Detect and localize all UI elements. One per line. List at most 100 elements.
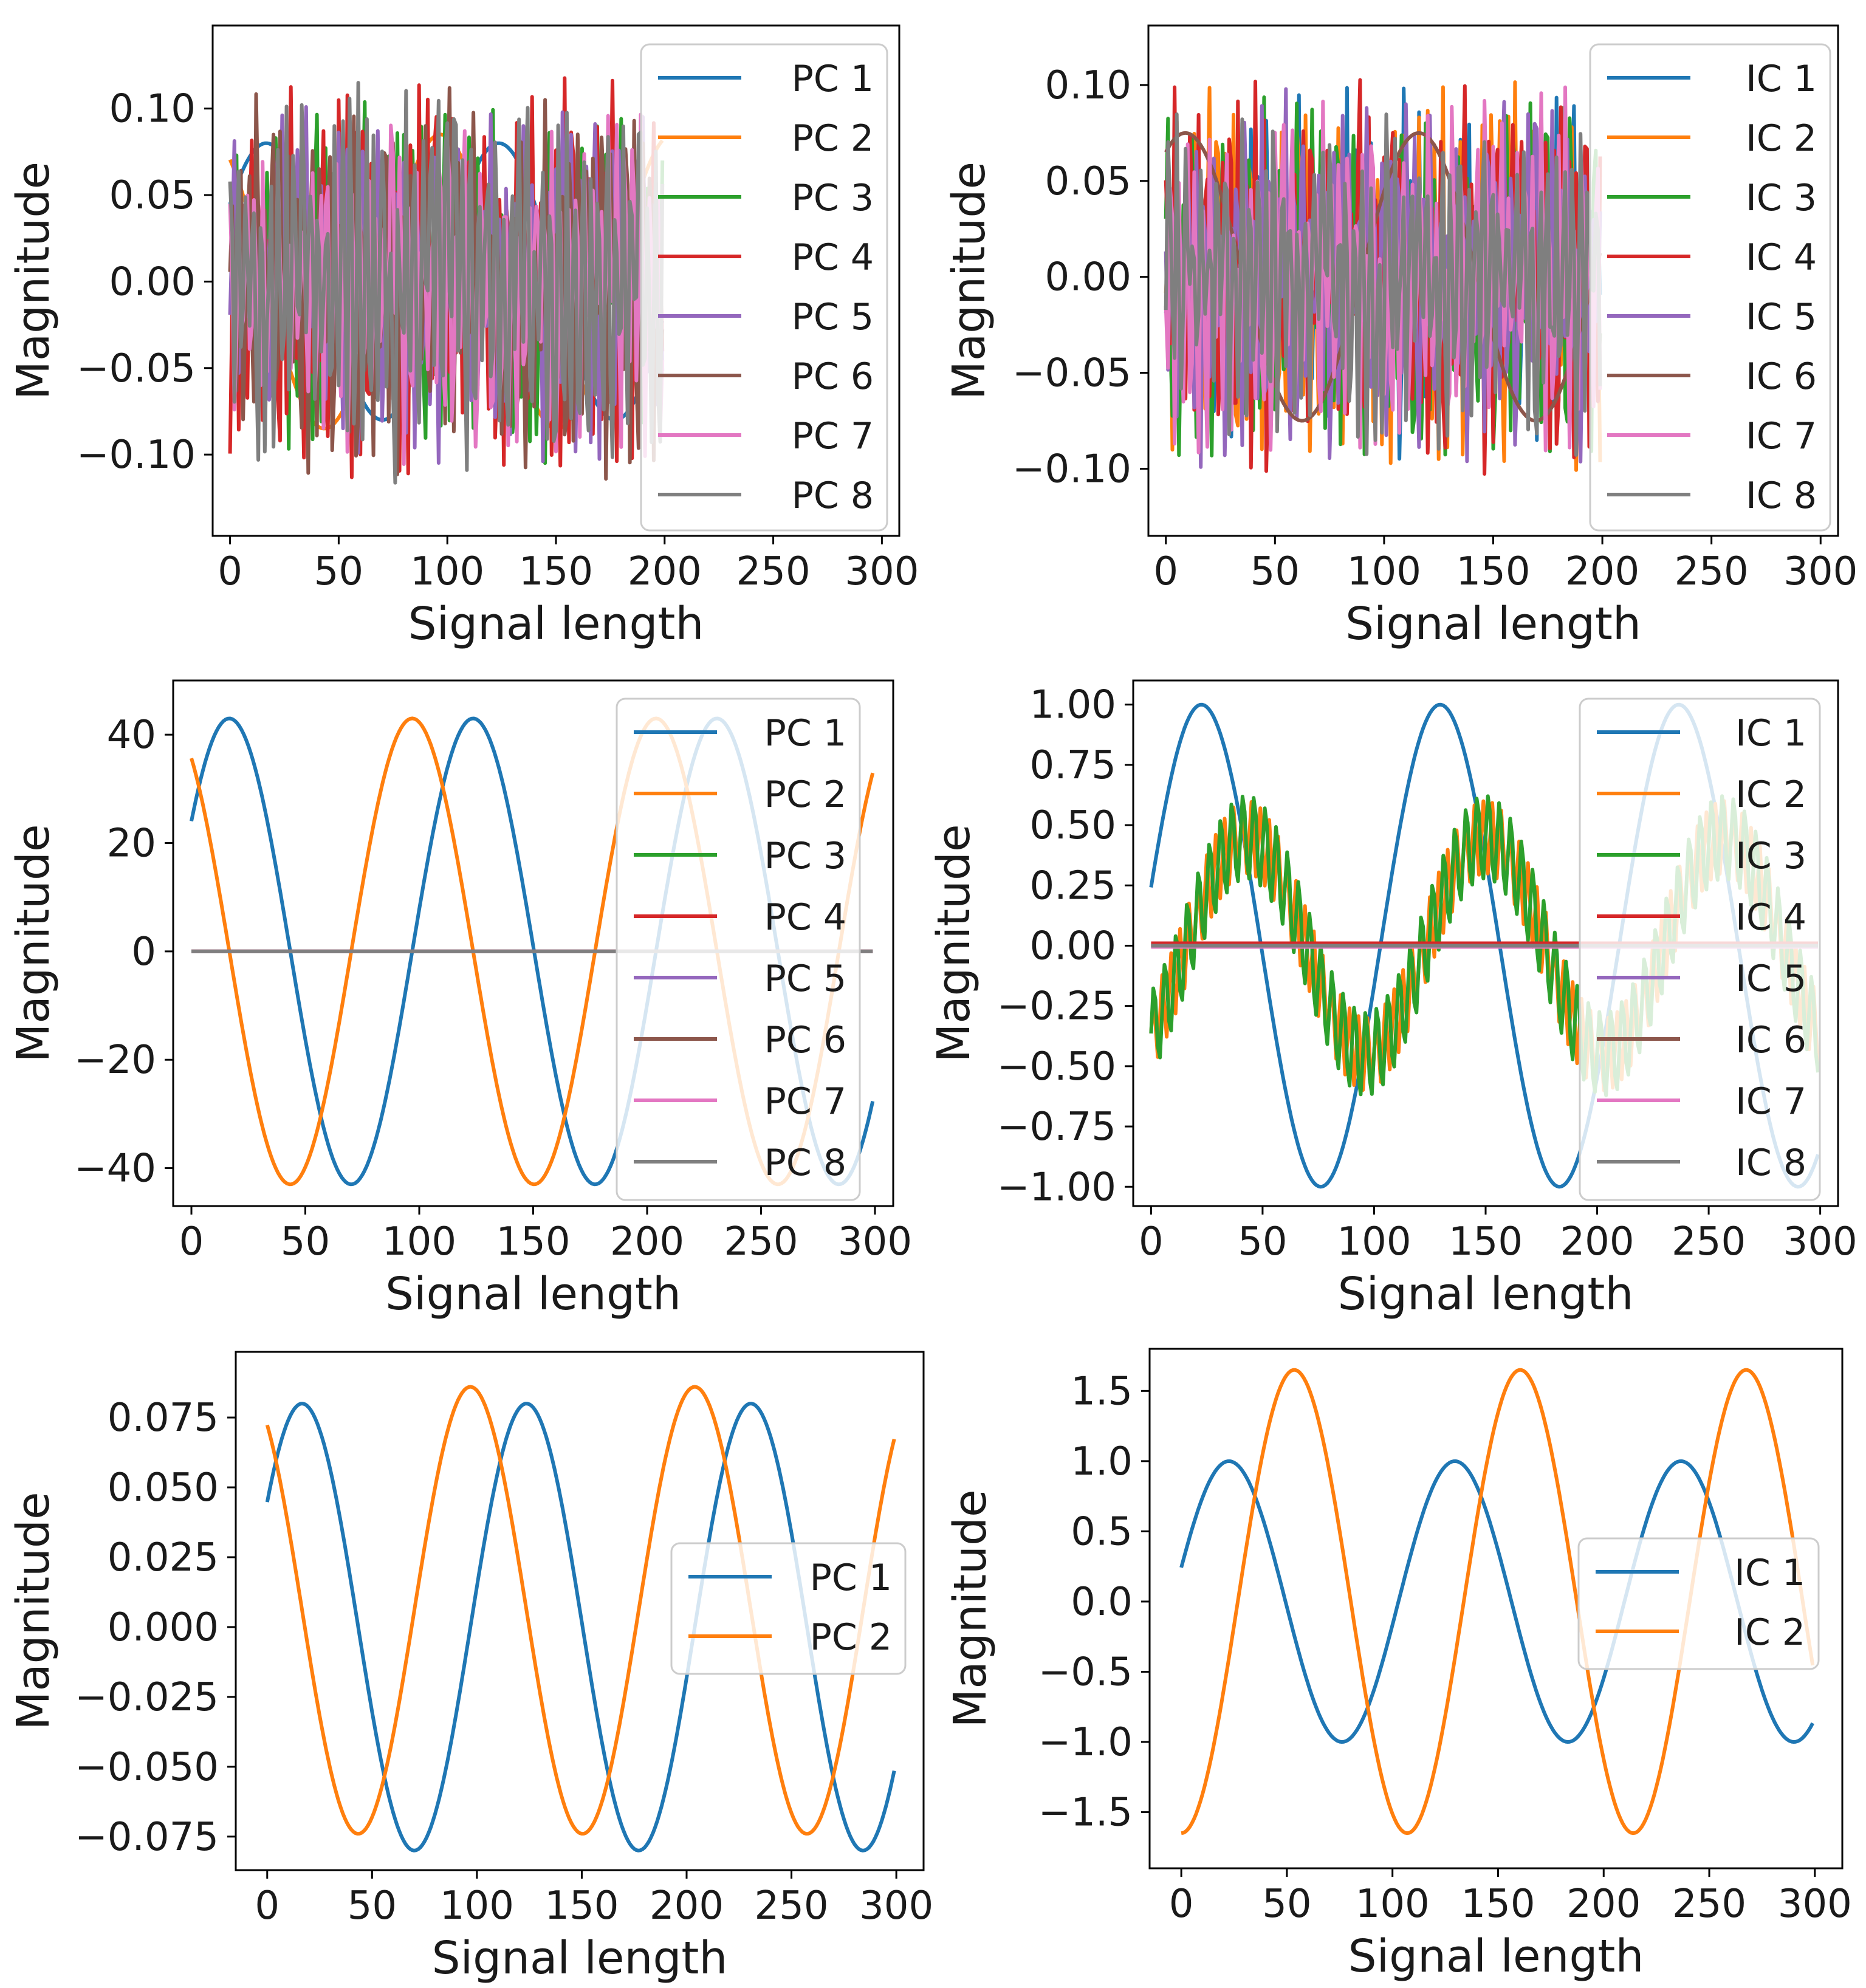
y-tick-label: −0.05	[1012, 351, 1131, 396]
y-tick-label: 0.025	[108, 1535, 219, 1580]
chart-panel-5: 0 50 100 150 200 250 300 −0.075 −0.050 −0.025 0.00…	[7, 1351, 933, 1984]
x-axis-label: Signal length	[1338, 1268, 1634, 1320]
legend-box	[640, 43, 888, 532]
legend-label: IC 4	[1735, 896, 1806, 939]
x-tick-label: 250	[1675, 549, 1749, 594]
y-tick-label: 0.050	[108, 1465, 219, 1510]
legend-label: IC 3	[1746, 177, 1817, 219]
legend: PC 1 PC 2 PC 3 PC 4 PC 5 PC 6 PC 7 PC 8	[640, 43, 888, 532]
chart-panel-4: 0 50 100 150 200 250 300 −1.00 −0.75 −0.50 −0.25 0.…	[928, 679, 1857, 1320]
x-tick-label: 0	[1153, 549, 1178, 594]
legend-label: IC 2	[1734, 1611, 1805, 1654]
legend-label: PC 2	[764, 773, 846, 816]
x-tick-label: 50	[1250, 549, 1300, 594]
x-tick-label: 100	[1337, 1219, 1411, 1264]
y-tick-label: 0.00	[1045, 255, 1132, 300]
y-tick-label: 0.25	[1030, 863, 1117, 908]
x-tick-label: 200	[650, 1883, 724, 1928]
legend-label: IC 1	[1735, 712, 1806, 755]
legend-box	[616, 698, 861, 1201]
y-tick-label: −0.50	[997, 1044, 1116, 1089]
x-tick-label: 0	[1139, 1219, 1164, 1264]
legend: IC 1 IC 2 IC 3 IC 4 IC 5 IC 6 IC 7 IC 8	[1579, 698, 1821, 1201]
x-tick-label: 150	[496, 1219, 570, 1264]
y-tick-label: −0.75	[997, 1105, 1116, 1150]
y-tick-label: −20	[74, 1038, 156, 1083]
legend-label: IC 7	[1746, 415, 1817, 458]
y-tick-label: 1.5	[1071, 1369, 1133, 1414]
y-tick-label: 0.000	[108, 1605, 219, 1650]
legend-label: IC 8	[1735, 1142, 1806, 1184]
x-tick-label: 0	[218, 549, 242, 594]
chart-panel-1: 0 50 100 150 200 250 300 −0.10 −0.05 0.00 0.05 0.10…	[7, 24, 919, 650]
y-tick-label: 0.10	[109, 87, 196, 132]
legend-label: PC 1	[792, 58, 874, 100]
x-axis-label: Signal length	[385, 1268, 681, 1320]
legend-label: PC 3	[792, 177, 874, 219]
y-tick-label: −0.050	[75, 1745, 219, 1790]
x-tick-label: 200	[1560, 1219, 1634, 1264]
series-group	[1179, 1368, 1815, 1835]
x-tick-label: 0	[1169, 1882, 1194, 1927]
legend-label: IC 3	[1735, 835, 1806, 877]
series-line-pc-1	[265, 1402, 896, 1853]
legend-label: PC 4	[792, 236, 874, 279]
x-tick-label: 100	[1347, 549, 1421, 594]
x-tick-label: 50	[348, 1883, 397, 1928]
series-line-ic-8	[1164, 112, 1602, 457]
legend-label: PC 6	[792, 355, 874, 398]
legend-label: PC 2	[792, 117, 874, 160]
x-tick-label: 50	[1262, 1882, 1311, 1927]
y-tick-label: 0.00	[1030, 924, 1117, 968]
y-tick-label: −1.00	[997, 1165, 1116, 1210]
y-tick-label: 0.05	[1045, 159, 1132, 204]
x-tick-label: 100	[440, 1883, 514, 1928]
y-tick-label: 0.075	[108, 1396, 219, 1441]
legend-label: IC 2	[1746, 117, 1817, 160]
legend-label: PC 1	[810, 1557, 892, 1599]
x-tick-label: 200	[610, 1219, 684, 1264]
legend-label: PC 2	[810, 1616, 892, 1659]
legend: IC 1 IC 2 IC 3 IC 4 IC 5 IC 6 IC 7 IC 8	[1589, 43, 1831, 532]
x-tick-label: 150	[1461, 1882, 1535, 1927]
y-tick-label: 0.0	[1071, 1580, 1133, 1625]
y-axis-label: Magnitude	[7, 824, 60, 1062]
x-axis-label: Signal length	[1345, 598, 1641, 650]
legend-label: IC 1	[1734, 1552, 1805, 1594]
x-tick-label: 300	[845, 549, 919, 594]
x-tick-label: 250	[1672, 1882, 1746, 1927]
x-axis-label: Signal length	[432, 1932, 728, 1984]
y-tick-label: −0.10	[1012, 447, 1131, 492]
y-tick-label: 0.5	[1071, 1509, 1133, 1554]
y-tick-label: −0.25	[997, 984, 1116, 1029]
x-tick-label: 200	[1566, 1882, 1641, 1927]
x-tick-label: 300	[838, 1219, 912, 1264]
y-tick-label: −0.075	[75, 1815, 219, 1860]
x-tick-label: 50	[281, 1219, 330, 1264]
legend-label: IC 6	[1746, 355, 1817, 398]
x-tick-label: 300	[1778, 1882, 1852, 1927]
chart-panel-2: 0 50 100 150 200 250 300 −0.10 −0.05 0.00 0.05 0.10…	[943, 24, 1857, 650]
y-tick-label: −40	[74, 1147, 156, 1191]
legend-label: PC 8	[792, 475, 874, 517]
series-line-pc-8	[228, 81, 665, 485]
axes-frame	[235, 1351, 925, 1871]
x-tick-label: 150	[544, 1883, 619, 1928]
legend-label: PC 3	[764, 835, 846, 877]
y-tick-label: 0	[131, 930, 156, 975]
x-tick-label: 100	[1356, 1882, 1430, 1927]
legend-label: IC 5	[1746, 296, 1817, 338]
legend: IC 1 IC 2	[1577, 1537, 1820, 1670]
axes-frame	[1148, 1348, 1844, 1870]
series-line-ic-2	[1181, 1368, 1815, 1835]
y-tick-label: −0.05	[77, 346, 196, 391]
legend-label: PC 7	[792, 415, 874, 458]
x-tick-label: 50	[314, 549, 363, 594]
legend-label: IC 8	[1746, 475, 1817, 517]
x-tick-label: 200	[628, 549, 702, 594]
x-tick-label: 250	[724, 1219, 798, 1264]
legend-label: PC 8	[764, 1142, 846, 1184]
y-tick-label: 1.0	[1071, 1439, 1133, 1484]
x-tick-label: 300	[859, 1883, 933, 1928]
series-line-pc-2	[265, 1385, 896, 1836]
